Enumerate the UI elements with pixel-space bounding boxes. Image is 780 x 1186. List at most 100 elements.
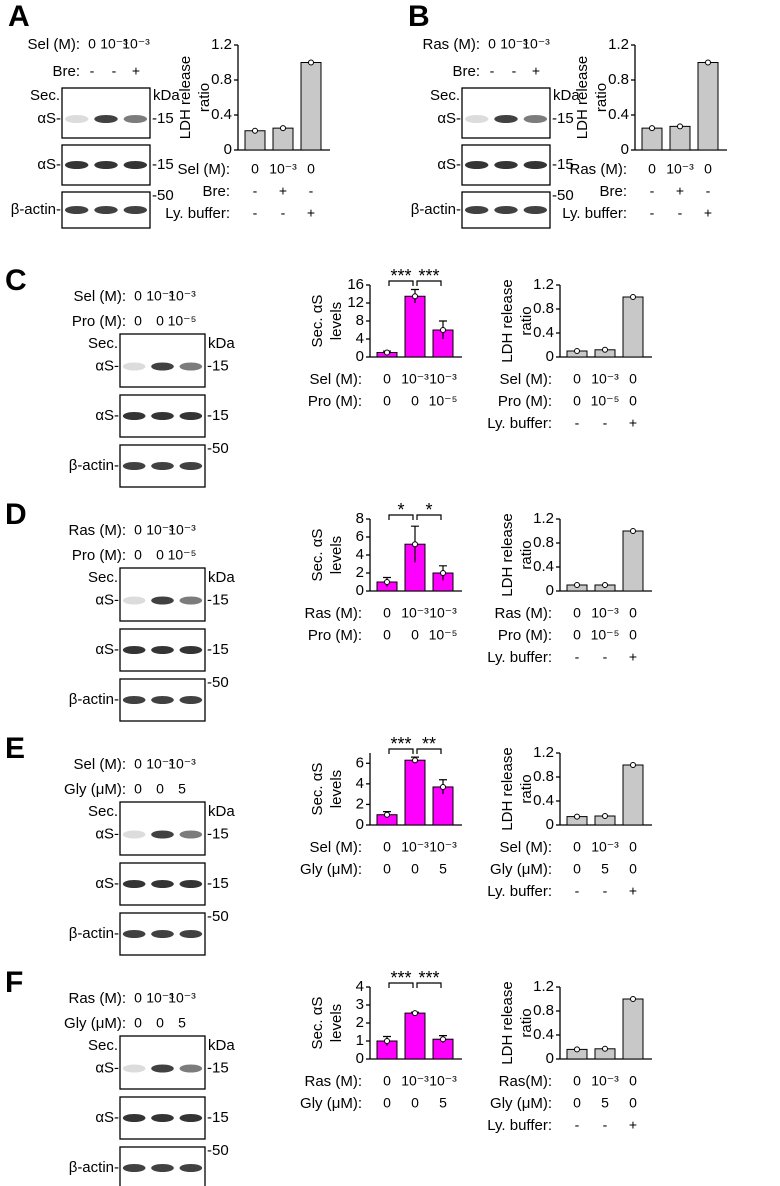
condition-value: 0 bbox=[383, 1095, 391, 1111]
blot-box bbox=[461, 87, 551, 139]
blot-band bbox=[151, 1064, 174, 1073]
condition-label: Sel (M): bbox=[500, 371, 553, 388]
header-value: - bbox=[112, 63, 117, 79]
header-value: + bbox=[532, 63, 540, 79]
header-value: 10⁻³ bbox=[100, 36, 128, 52]
y-tick-label: 16 bbox=[347, 276, 364, 293]
marker-label: -50 bbox=[207, 674, 229, 691]
sec-label: Sec. bbox=[88, 569, 118, 586]
data-dot bbox=[412, 541, 418, 548]
blot-band bbox=[179, 1114, 203, 1122]
header-value: 10⁻⁵ bbox=[168, 313, 197, 329]
marker-label: -50 bbox=[207, 1142, 229, 1159]
condition-value: 0 bbox=[411, 393, 419, 409]
header-value: - bbox=[512, 63, 517, 79]
condition-label: Pro (M): bbox=[308, 393, 362, 410]
condition-value: 10⁻³ bbox=[591, 371, 619, 387]
panel-letter: A bbox=[8, 0, 30, 33]
condition-value: - bbox=[575, 883, 580, 899]
panel-letter: D bbox=[5, 498, 27, 531]
row-label: β-actin- bbox=[411, 201, 461, 218]
blot-band bbox=[64, 206, 89, 214]
condition-value: 0 bbox=[411, 1095, 419, 1111]
condition-value: 0 bbox=[629, 861, 637, 877]
data-dot bbox=[649, 125, 655, 132]
condition-value: 10⁻³ bbox=[401, 605, 429, 621]
y-tick-label: 1 bbox=[356, 1032, 364, 1049]
condition-value: 0 bbox=[629, 1073, 637, 1089]
bar bbox=[300, 62, 322, 151]
row-label: αS- bbox=[95, 1109, 119, 1126]
bar bbox=[404, 295, 426, 358]
blot-band bbox=[464, 161, 489, 169]
header-value: 0 bbox=[156, 781, 164, 797]
condition-value: 10⁻³ bbox=[429, 1073, 457, 1089]
condition-value: 0 bbox=[629, 393, 637, 409]
y-tick-label: 4 bbox=[356, 330, 364, 347]
condition-value: 0 bbox=[573, 627, 581, 643]
y-tick-label: 8 bbox=[356, 510, 364, 527]
blot-band bbox=[122, 1164, 146, 1172]
blot-band bbox=[123, 161, 148, 169]
bar bbox=[404, 759, 426, 826]
header-value: 10⁻³ bbox=[146, 522, 174, 538]
header-value: - bbox=[490, 63, 495, 79]
data-dot bbox=[602, 582, 608, 588]
sig-bracket bbox=[416, 280, 442, 286]
blot-box bbox=[119, 567, 206, 622]
blot-band bbox=[122, 1114, 146, 1122]
header-value: 0 bbox=[156, 313, 164, 329]
header-value: 10⁻³ bbox=[122, 36, 150, 52]
condition-value: 0 bbox=[383, 371, 391, 387]
sig-label: *** bbox=[390, 968, 411, 988]
blot-band bbox=[179, 930, 203, 938]
y-tick-label: 2 bbox=[356, 564, 364, 581]
condition-value: - bbox=[603, 649, 608, 665]
kda-label: kDa bbox=[208, 1037, 235, 1054]
condition-value: 0 bbox=[251, 161, 259, 177]
y-tick-label: 0 bbox=[356, 348, 364, 365]
condition-value: 10⁻³ bbox=[429, 605, 457, 621]
data-dot bbox=[440, 327, 446, 333]
condition-value: - bbox=[575, 415, 580, 431]
condition-value: 0 bbox=[383, 627, 391, 643]
row-label: αS- bbox=[95, 641, 119, 658]
condition-value: 5 bbox=[439, 861, 447, 877]
y-axis-label: Sec. αS bbox=[309, 529, 326, 582]
header-value: 10⁻³ bbox=[168, 288, 196, 304]
blot-band bbox=[494, 115, 518, 123]
marker-label: -50 bbox=[152, 187, 174, 204]
y-tick-label: 8 bbox=[356, 312, 364, 329]
condition-value: - bbox=[575, 1117, 580, 1133]
header-value: 0 bbox=[134, 990, 142, 1006]
condition-value: 10⁻⁵ bbox=[429, 393, 458, 409]
row-label: αS- bbox=[437, 110, 461, 127]
sig-bracket bbox=[388, 280, 414, 286]
y-tick-label: 0.8 bbox=[211, 71, 232, 88]
y-axis-label: LDH release bbox=[499, 513, 516, 596]
data-dot bbox=[602, 1045, 608, 1052]
y-tick-label: 0 bbox=[356, 816, 364, 833]
condition-value: 10⁻⁵ bbox=[429, 627, 458, 643]
blot-band bbox=[64, 115, 89, 123]
blot-band bbox=[151, 696, 174, 704]
bar bbox=[272, 127, 294, 151]
blot-band bbox=[94, 115, 118, 123]
condition-label: Ly. buffer: bbox=[487, 415, 552, 432]
condition-value: - bbox=[603, 883, 608, 899]
sec-label: Sec. bbox=[88, 335, 118, 352]
marker-label: -15 bbox=[207, 1109, 229, 1126]
y-tick-label: 0.4 bbox=[608, 106, 629, 123]
y-tick-label: 0 bbox=[546, 582, 554, 599]
header-value: 10⁻³ bbox=[522, 36, 550, 52]
condition-value: 0 bbox=[411, 861, 419, 877]
y-axis-label: Sec. αS bbox=[309, 997, 326, 1050]
blot-band bbox=[151, 930, 174, 938]
condition-value: 0 bbox=[573, 1095, 581, 1111]
y-tick-label: 0.8 bbox=[608, 71, 629, 88]
blot-band bbox=[64, 161, 89, 169]
condition-label: Pro (M): bbox=[498, 627, 552, 644]
blot-band bbox=[122, 412, 146, 420]
condition-value: - bbox=[603, 1117, 608, 1133]
condition-value: - bbox=[575, 649, 580, 665]
